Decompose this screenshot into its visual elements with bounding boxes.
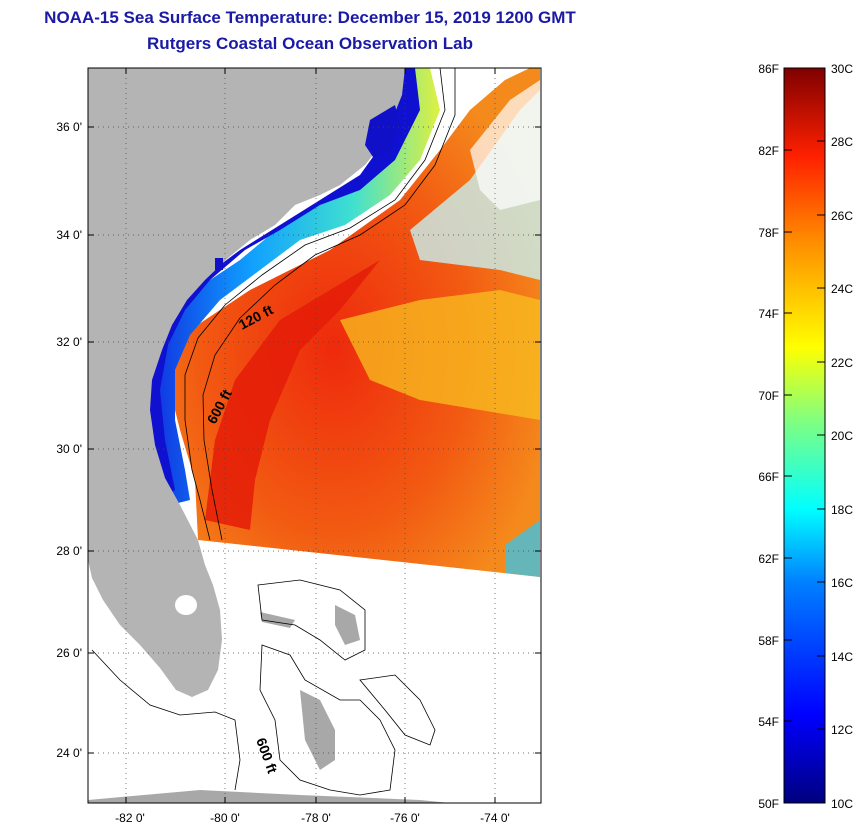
cb-f-82: 82F: [758, 144, 779, 158]
cb-c-12: 12C: [831, 723, 853, 737]
map-frame: [87, 67, 542, 804]
graticule: [88, 68, 541, 803]
lat-label-24: 24 0': [56, 746, 82, 760]
bahamas-andros: [300, 690, 335, 770]
cb-f-62: 62F: [758, 552, 779, 566]
cb-f-58: 58F: [758, 634, 779, 648]
lake-marion: [215, 258, 223, 270]
lat-label-36: 36 0': [56, 120, 82, 134]
map-area: 120 ft 600 ft 600 ft: [88, 68, 541, 803]
longitude-labels: -82 0' -80 0' -78 0' -76 0' -74 0': [115, 811, 510, 825]
lon-label-74: -74 0': [480, 811, 510, 825]
cb-f-66: 66F: [758, 470, 779, 484]
lat-label-30: 30 0': [56, 442, 82, 456]
cloud-white-ne: [470, 80, 540, 210]
cool-corner-se: [505, 520, 540, 577]
offshore-yellow: [340, 290, 540, 420]
contour-600ft: [202, 68, 456, 541]
colorbar-ticks: [784, 140, 825, 730]
cb-f-86: 86F: [758, 62, 779, 76]
cb-f-70: 70F: [758, 389, 779, 403]
contour-bahamas-3: [359, 674, 436, 746]
lat-label-32: 32 0': [56, 335, 82, 349]
cb-c-14: 14C: [831, 650, 853, 664]
colorbar: 86F 82F 78F 74F 70F 66F 62F 58F 54F 50F …: [758, 62, 853, 811]
cb-c-16: 16C: [831, 576, 853, 590]
lon-label-78: -78 0': [301, 811, 331, 825]
latitude-labels: 36 0' 34 0' 32 0' 30 0' 28 0' 26 0' 24 0…: [56, 120, 82, 760]
lake-okeechobee: [175, 595, 197, 615]
axis-tick-marks: [88, 68, 541, 803]
bahamas-abaco: [335, 605, 360, 645]
gulf-stream-core: [205, 260, 380, 530]
map-title: NOAA-15 Sea Surface Temperature: Decembe…: [44, 8, 576, 27]
cb-f-78: 78F: [758, 226, 779, 240]
lon-label-76: -76 0': [390, 811, 420, 825]
cb-f-50: 50F: [758, 797, 779, 811]
cb-f-74: 74F: [758, 307, 779, 321]
lat-label-28: 28 0': [56, 544, 82, 558]
lon-label-80: -80 0': [210, 811, 240, 825]
land-southeast-us: [88, 68, 405, 697]
colorbar-celsius-labels: 30C 28C 26C 24C 22C 20C 18C 16C 14C 12C …: [831, 62, 853, 811]
cb-f-54: 54F: [758, 715, 779, 729]
cb-c-24: 24C: [831, 282, 853, 296]
contour-florida-keys: [91, 649, 241, 791]
cb-c-28: 28C: [831, 135, 853, 149]
contour-bahamas-1: [257, 579, 366, 661]
cb-c-18: 18C: [831, 503, 853, 517]
lat-label-34: 34 0': [56, 228, 82, 242]
pamlico-sound: [365, 105, 400, 160]
cb-c-22: 22C: [831, 356, 853, 370]
cb-c-10: 10C: [831, 797, 853, 811]
lon-label-82: -82 0': [115, 811, 145, 825]
cb-c-26: 26C: [831, 209, 853, 223]
cb-c-30: 30C: [831, 62, 853, 76]
cb-c-20: 20C: [831, 429, 853, 443]
map-subtitle: Rutgers Coastal Ocean Observation Lab: [147, 34, 473, 53]
contour-120ft: [184, 68, 446, 541]
colorbar-fahrenheit-labels: 86F 82F 78F 74F 70F 66F 62F 58F 54F 50F: [758, 62, 779, 811]
lat-label-26: 26 0': [56, 646, 82, 660]
cuba-coast: [88, 790, 450, 803]
contour-bahamas-2: [259, 644, 396, 796]
